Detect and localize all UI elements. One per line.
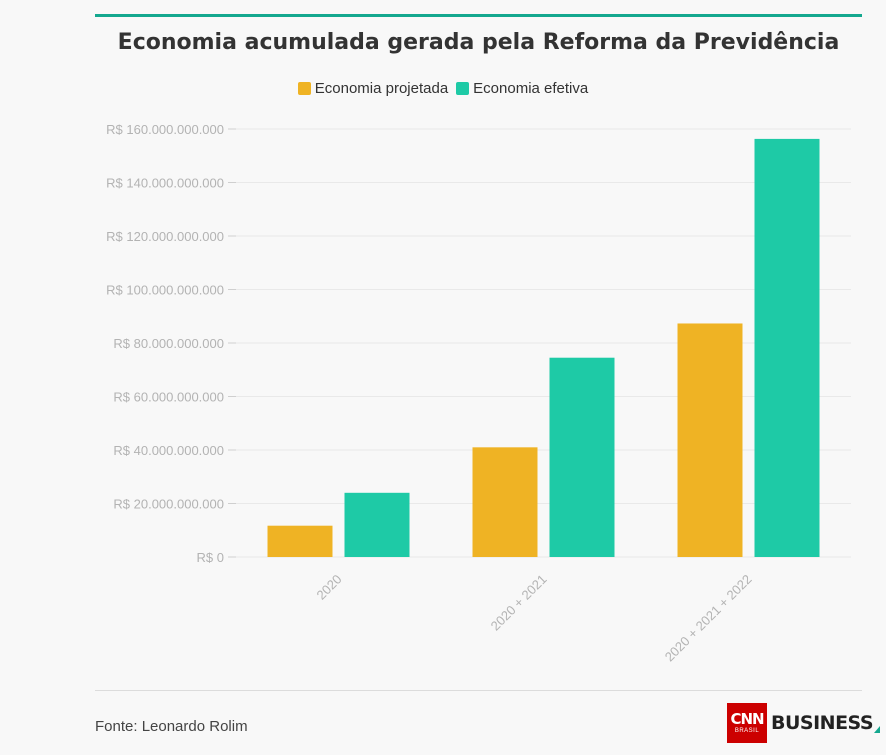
- bar-projected: [472, 447, 538, 557]
- legend-label-actual: Economia efetiva: [473, 80, 589, 97]
- y-tick-label: R$ 120.000.000.000: [106, 229, 224, 244]
- footer-divider: [95, 690, 862, 691]
- y-tick-label: R$ 40.000.000.000: [113, 443, 224, 458]
- y-tick-label: R$ 20.000.000.000: [113, 497, 224, 512]
- y-tick-label: R$ 80.000.000.000: [113, 336, 224, 351]
- bar-projected: [267, 525, 333, 557]
- bar-chart: R$ 0 R$ 20.000.000.000 R$ 40.000.000.000 R$…: [106, 122, 851, 665]
- bar-actual: [344, 492, 410, 557]
- cnn-logo-word: CNN: [730, 709, 764, 728]
- bar-actual: [549, 357, 615, 557]
- x-tick-label: 2020 + 2021 + 2022: [662, 572, 755, 665]
- business-logo-word: BUSINESS: [771, 712, 874, 734]
- legend-swatch-projected: [297, 82, 311, 95]
- chart-legend: Economia projetada Economia efetiva: [0, 80, 886, 97]
- x-axis: 2020 2020 + 2021 2020 + 2021 + 2022: [314, 572, 755, 665]
- y-axis: R$ 0 R$ 20.000.000.000 R$ 40.000.000.000 R$…: [106, 122, 236, 565]
- legend-label-projected: Economia projetada: [314, 80, 449, 97]
- source-note: Fonte: Leonardo Rolim: [95, 718, 248, 735]
- y-tick-label: R$ 0: [197, 550, 224, 565]
- y-tick-label: R$ 140.000.000.000: [106, 176, 224, 191]
- x-tick-label: 2020: [314, 572, 345, 603]
- chart-title: Economia acumulada gerada pela Reforma d…: [117, 30, 840, 55]
- gridlines: [236, 128, 851, 558]
- y-tick-label: R$ 60.000.000.000: [113, 390, 224, 405]
- top-accent-rule: [95, 14, 862, 17]
- cnn-logo-box: CNN BRASIL: [727, 703, 767, 743]
- bar-projected: [677, 323, 743, 557]
- y-tick-label: R$ 100.000.000.000: [106, 283, 224, 298]
- legend-item-actual[interactable]: Economia efetiva: [456, 80, 588, 97]
- cnn-business-logo: CNN BRASIL BUSINESS: [727, 703, 881, 743]
- x-tick-label: 2020 + 2021: [488, 572, 550, 634]
- legend-item-projected[interactable]: Economia projetada: [297, 80, 449, 97]
- legend-swatch-actual: [456, 82, 470, 95]
- y-tick-label: R$ 160.000.000.000: [106, 122, 224, 137]
- logo-triangle-icon: [874, 726, 881, 733]
- bars: [267, 138, 820, 557]
- cnn-logo-subtext: BRASIL: [734, 727, 760, 734]
- bar-actual: [754, 138, 820, 557]
